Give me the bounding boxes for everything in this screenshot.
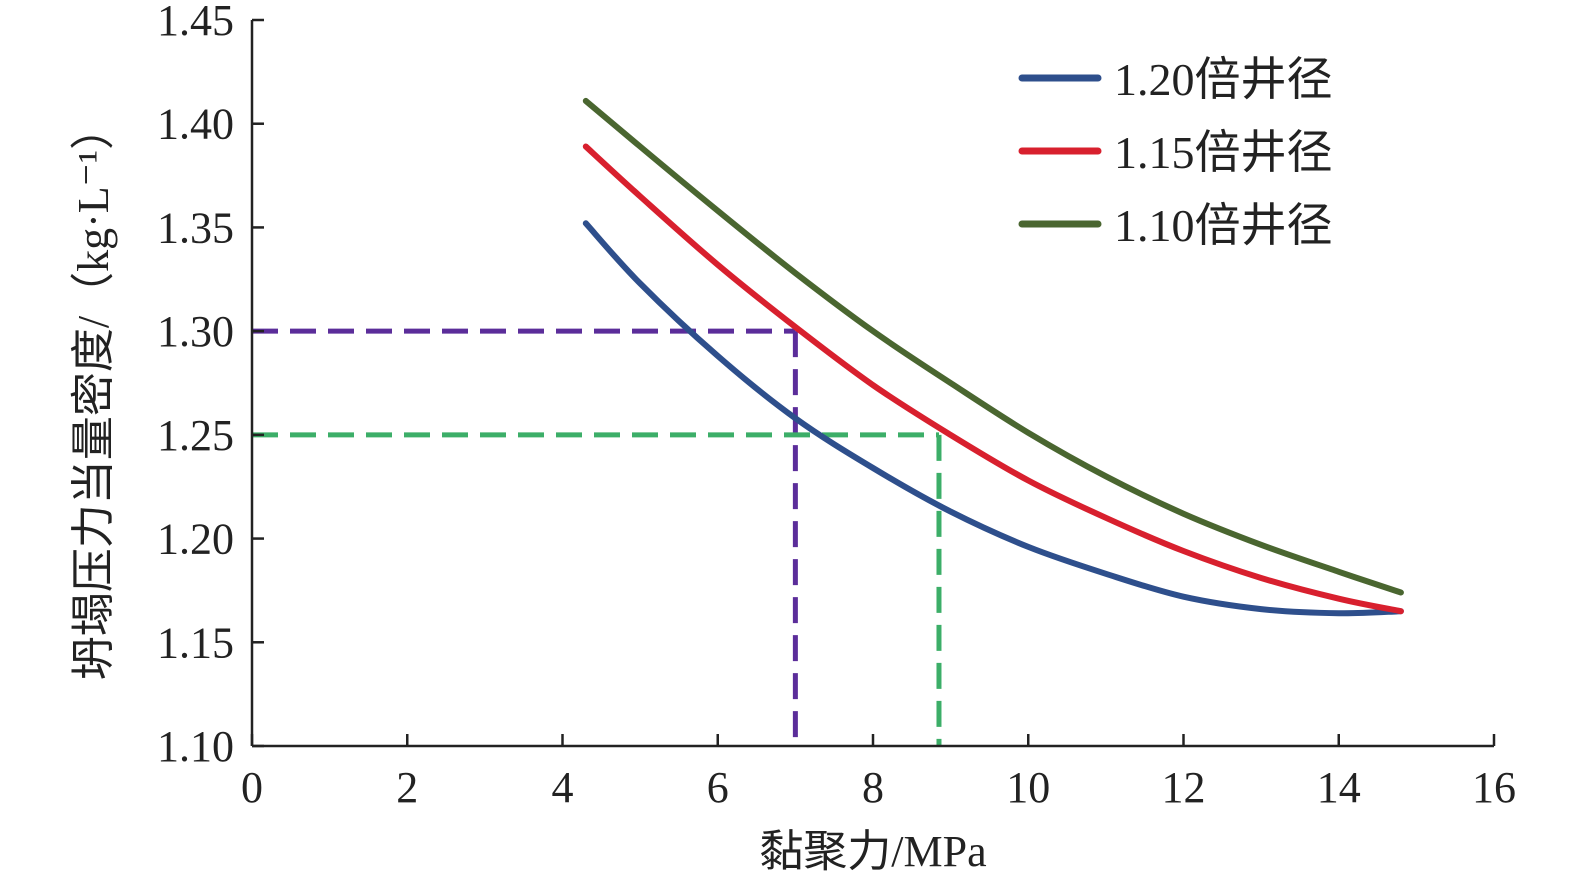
y-tick-label: 1.20 bbox=[157, 515, 234, 564]
y-tick-label: 1.35 bbox=[157, 203, 234, 252]
y-axis-label: 坍塌压力当量密度/（kg·L⁻¹） bbox=[69, 106, 118, 680]
legend-label: 1.15倍井径 bbox=[1114, 127, 1333, 178]
series-line-0 bbox=[582, 220, 1404, 617]
y-tick-label: 1.40 bbox=[157, 100, 234, 149]
y-tick-label: 1.30 bbox=[157, 307, 234, 356]
x-tick-label: 6 bbox=[707, 763, 729, 812]
reference-lines bbox=[252, 328, 942, 746]
y-tick-label: 1.45 bbox=[157, 0, 234, 45]
x-tick-label: 4 bbox=[552, 763, 574, 812]
x-tick-label: 10 bbox=[1006, 763, 1050, 812]
y-tick-label: 1.15 bbox=[157, 618, 234, 667]
ticks: 0 2 4 6 8 10 12 14 16 1.10 1.15 1.20 1.25 1.30 1.35 1.4… bbox=[157, 0, 1516, 812]
x-tick-label: 12 bbox=[1162, 763, 1206, 812]
x-axis-label: 黏聚力/MPa bbox=[759, 827, 986, 876]
series-line-2 bbox=[582, 97, 1404, 596]
legend-label: 1.10倍井径 bbox=[1114, 200, 1333, 251]
legend-label: 1.20倍井径 bbox=[1114, 54, 1333, 105]
x-tick-label: 16 bbox=[1472, 763, 1516, 812]
y-tick-label: 1.10 bbox=[157, 722, 234, 771]
x-tick-label: 14 bbox=[1317, 763, 1361, 812]
series-line-1 bbox=[582, 143, 1404, 615]
y-tick-label: 1.25 bbox=[157, 411, 234, 460]
x-tick-label: 2 bbox=[396, 763, 418, 812]
series-lines bbox=[582, 97, 1404, 617]
legend: 1.20倍井径 1.15倍井径 1.10倍井径 bbox=[1018, 54, 1333, 251]
x-tick-label: 0 bbox=[241, 763, 263, 812]
x-tick-label: 8 bbox=[862, 763, 884, 812]
